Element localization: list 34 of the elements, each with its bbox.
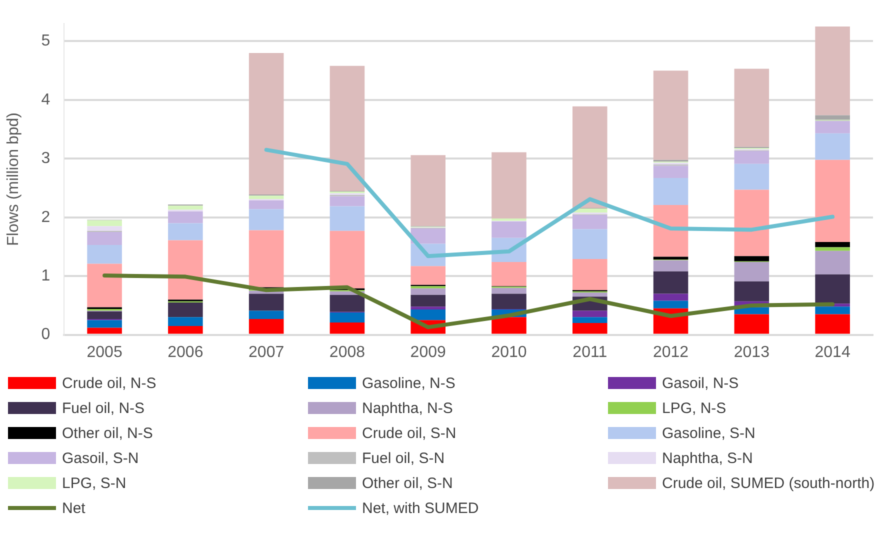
y-tick-label: 5: [41, 32, 50, 50]
legend-label: Gasoline, S-N: [662, 424, 756, 442]
y-tick-label: 2: [41, 208, 50, 226]
legend-label: Crude oil, N-S: [62, 374, 156, 392]
legend-label: Other oil, S-N: [362, 474, 453, 492]
x-tick-label: 2009: [410, 344, 446, 361]
x-tick-label: 2005: [86, 344, 122, 361]
legend-label: Crude oil, S-N: [362, 424, 456, 442]
legend-label: Other oil, N-S: [62, 424, 153, 442]
legend-label: Net, with SUMED: [362, 500, 479, 516]
legend-label: LPG, S-N: [62, 474, 126, 492]
x-tick-label: 2008: [329, 344, 366, 361]
legend-label: Gasoil, N-S: [662, 374, 739, 392]
legend-label: Crude oil, SUMED (south-north): [662, 474, 875, 492]
legend-label: Naphtha, S-N: [662, 450, 753, 466]
legend-label: Naphtha, N-S: [362, 400, 453, 416]
x-tick-label: 2010: [491, 344, 527, 361]
legend-label: Fuel oil, S-N: [362, 450, 445, 466]
legend-label: Gasoline, N-S: [362, 374, 456, 392]
x-tick-label: 2011: [572, 344, 608, 361]
y-tick-label: 1: [41, 267, 50, 284]
x-tick-label: 2014: [814, 344, 850, 361]
legend-label: Gasoil, S-N: [62, 450, 139, 466]
x-tick-label: 2013: [734, 344, 770, 361]
y-axis-title: Flows (million bpd): [5, 112, 22, 246]
x-tick-label: 2012: [652, 344, 689, 361]
y-tick-label: 4: [41, 91, 50, 108]
y-tick-label: 0: [41, 326, 50, 344]
y-tick-label: 3: [41, 150, 50, 168]
legend-label: Fuel oil, N-S: [62, 400, 145, 416]
legend-label: LPG, N-S: [662, 400, 726, 416]
legend-label: Net: [62, 500, 86, 516]
x-tick-label: 2007: [248, 344, 284, 361]
x-tick-label: 2006: [168, 344, 204, 361]
